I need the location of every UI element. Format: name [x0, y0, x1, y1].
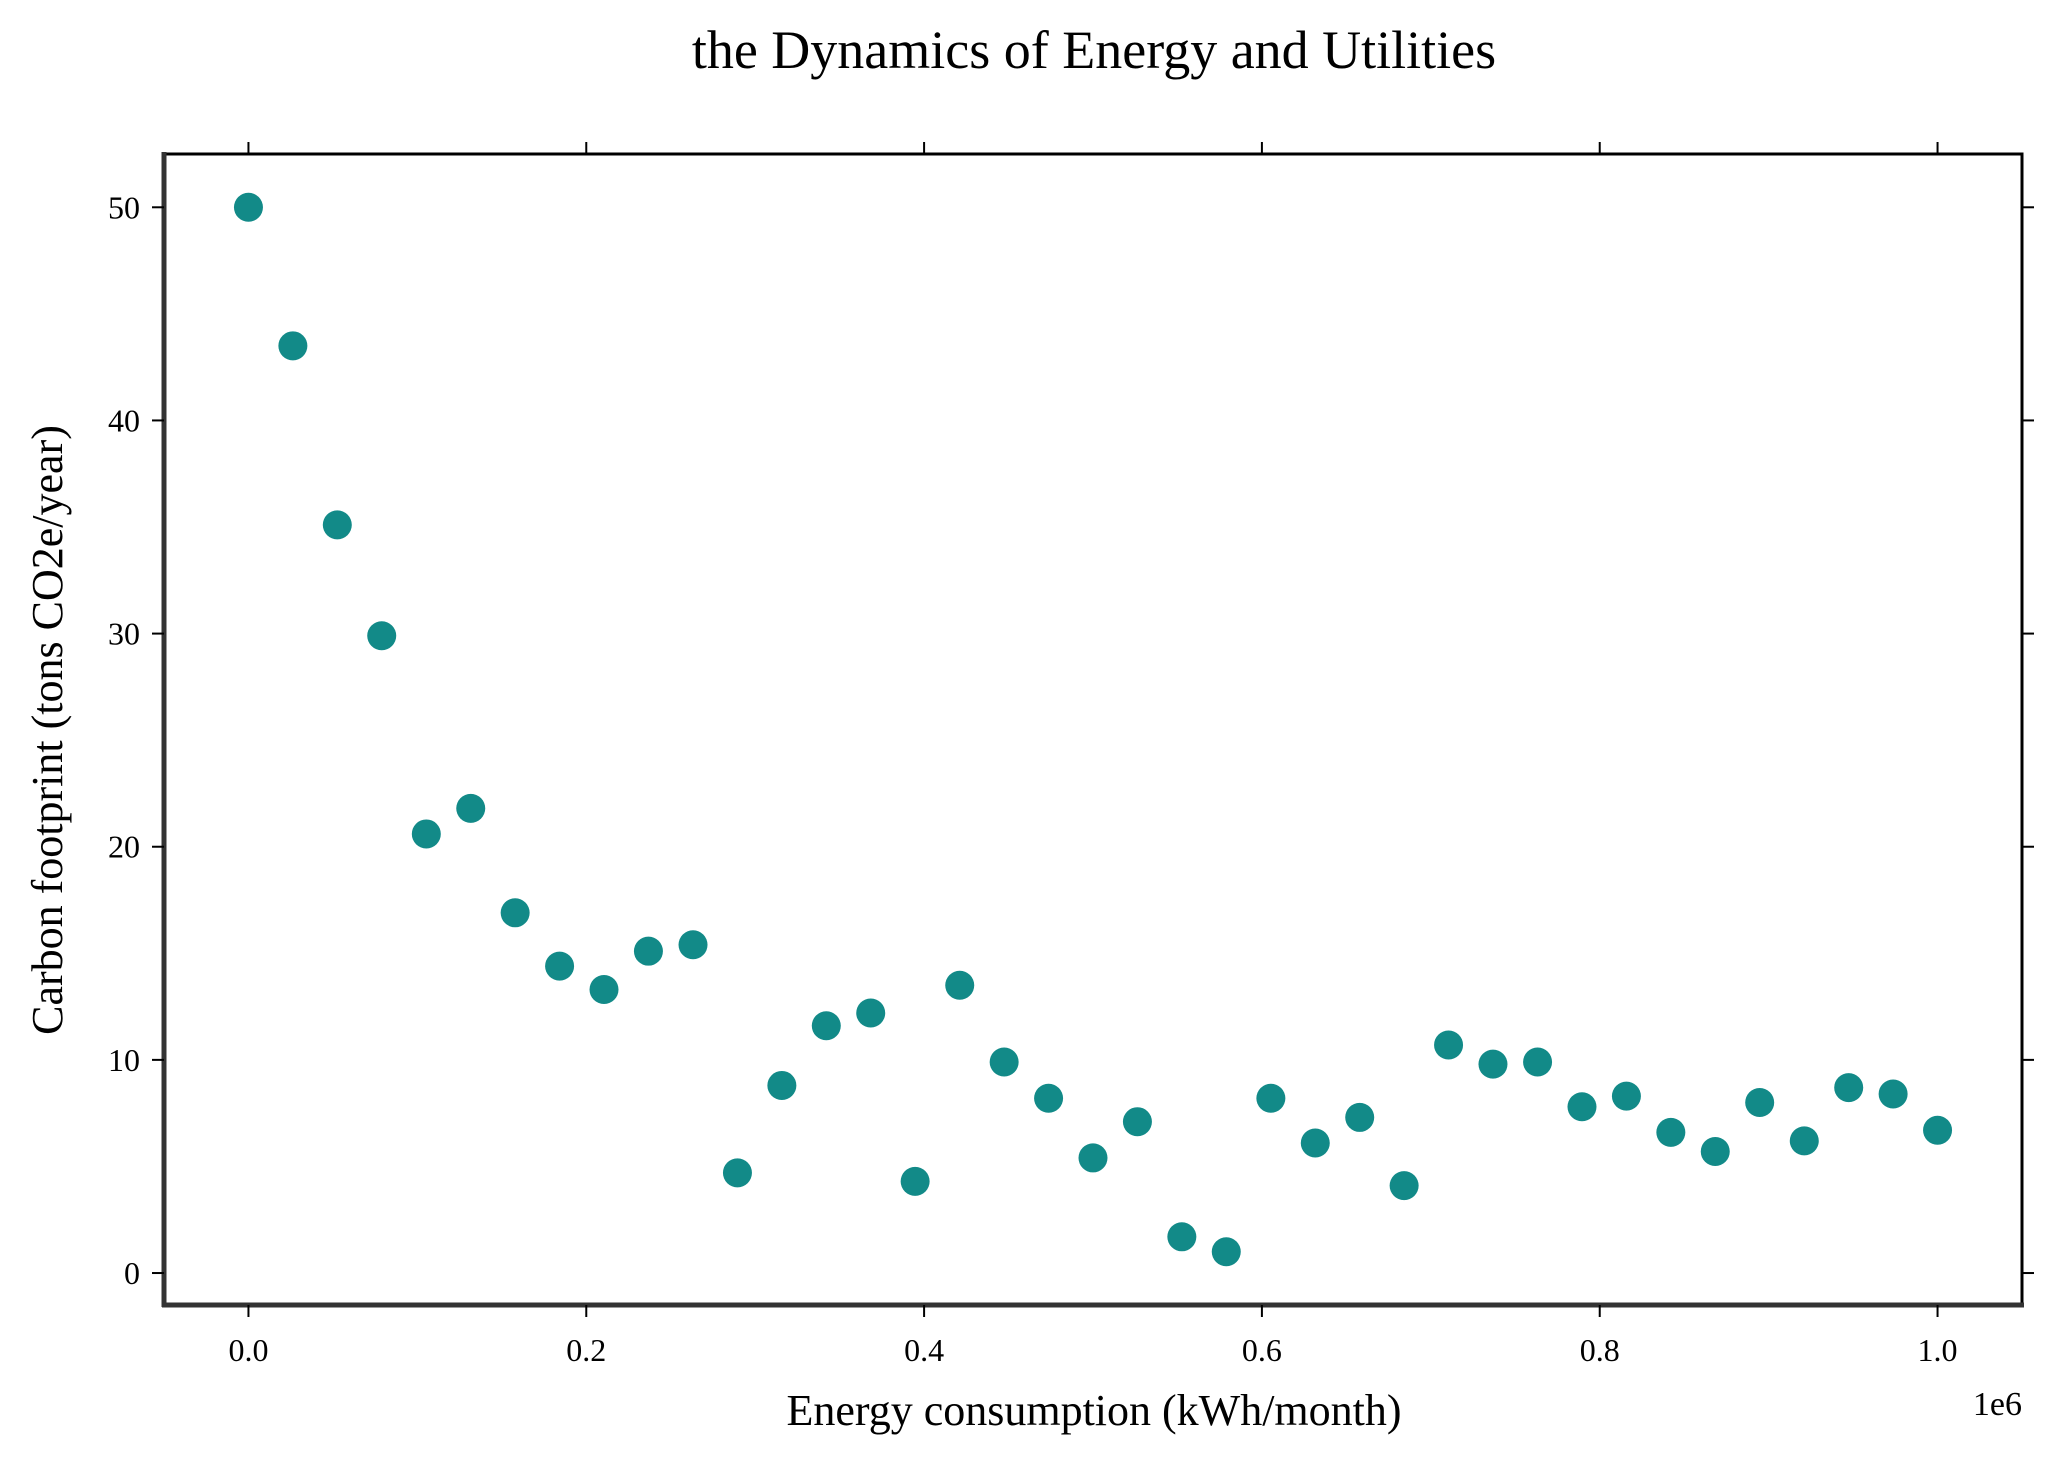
data-point [1078, 1143, 1108, 1173]
plot-area-frame [162, 152, 2024, 1307]
data-point [1167, 1222, 1197, 1252]
data-point [633, 936, 663, 966]
data-point [1034, 1083, 1064, 1113]
data-point [856, 998, 886, 1028]
data-point [1611, 1081, 1641, 1111]
data-point [1523, 1047, 1553, 1077]
data-point [545, 951, 575, 981]
data-point [411, 819, 441, 849]
y-axis-title: Carbon footprint (tons CO2e/year) [23, 425, 72, 1035]
y-axis-ticks: 0 10 20 30 40 50 [108, 189, 2034, 1291]
data-point [1389, 1171, 1419, 1201]
data-point [1745, 1088, 1775, 1118]
x-axis-title: Energy consumption (kWh/month) [786, 1386, 1401, 1435]
data-point [767, 1070, 797, 1100]
y-tick-label: 40 [108, 402, 140, 438]
data-point [1478, 1049, 1508, 1079]
data-point [322, 510, 352, 540]
y-tick-label: 0 [124, 1255, 140, 1291]
y-tick-label: 30 [108, 616, 140, 652]
x-tick-label: 0.0 [228, 1332, 268, 1368]
y-tick-label: 10 [108, 1042, 140, 1078]
data-point [1300, 1128, 1330, 1158]
x-axis-ticks: 0.0 0.2 0.4 0.6 0.8 1.0 [228, 142, 1958, 1368]
data-point [1211, 1237, 1241, 1267]
x-tick-label: 0.2 [566, 1332, 606, 1368]
data-point [900, 1166, 930, 1196]
x-axis-offset-label: 1e6 [1973, 1386, 2022, 1423]
chart-title: the Dynamics of Energy and Utilities [692, 20, 1496, 80]
data-point [233, 192, 263, 222]
data-point [278, 331, 308, 361]
data-point [589, 975, 619, 1005]
data-point [1834, 1073, 1864, 1103]
scatter-points [233, 192, 1953, 1267]
y-tick-label: 50 [108, 189, 140, 225]
data-point [1567, 1092, 1597, 1122]
x-tick-label: 0.8 [1580, 1332, 1620, 1368]
data-point [1700, 1137, 1730, 1167]
x-tick-label: 1.0 [1918, 1332, 1958, 1368]
x-tick-label: 0.4 [904, 1332, 944, 1368]
data-point [678, 930, 708, 960]
data-point [1789, 1126, 1819, 1156]
data-point [989, 1047, 1019, 1077]
data-point [456, 793, 486, 823]
data-point [722, 1158, 752, 1188]
data-point [811, 1011, 841, 1041]
data-point [945, 970, 975, 1000]
data-point [500, 898, 530, 928]
data-point [367, 621, 397, 651]
data-point [1122, 1107, 1152, 1137]
x-tick-label: 0.6 [1242, 1332, 1282, 1368]
data-point [1878, 1079, 1908, 1109]
y-tick-label: 20 [108, 829, 140, 865]
data-point [1656, 1117, 1686, 1147]
data-point [1923, 1115, 1953, 1145]
data-point [1256, 1083, 1286, 1113]
data-point [1434, 1030, 1464, 1060]
data-point [1345, 1102, 1375, 1132]
